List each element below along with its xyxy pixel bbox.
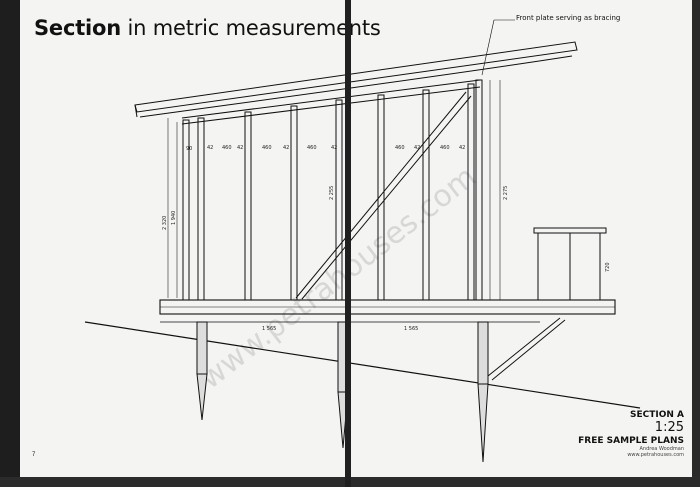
dim-height-2255: 2 255 bbox=[329, 186, 335, 200]
diagonal-brace bbox=[295, 91, 472, 300]
support-bracket bbox=[487, 317, 566, 381]
caption-free-sample: FREE SAMPLE PLANS bbox=[578, 436, 684, 446]
right-wall-lines bbox=[489, 80, 501, 300]
ground-line bbox=[84, 321, 641, 409]
dim-bay-left: 1 565 bbox=[262, 326, 276, 332]
dim-height-1940: 1 940 bbox=[171, 211, 177, 225]
caption-website: www.petrahouses.com bbox=[627, 452, 684, 458]
section-caption: SECTION A 1:25 FREE SAMPLE PLANS Andrea … bbox=[578, 410, 684, 458]
top-plate-lower bbox=[181, 86, 481, 125]
top-plate bbox=[181, 79, 481, 119]
page-left-edge bbox=[0, 0, 20, 487]
dim-rail-720: 720 bbox=[605, 262, 611, 272]
dim-42-d: 42 bbox=[331, 145, 337, 151]
front-plate-annotation: Front plate serving as bracing bbox=[516, 14, 621, 22]
page-number: 7 bbox=[32, 452, 36, 458]
dim-42-f: 42 bbox=[459, 145, 465, 151]
dim-42-b: 42 bbox=[237, 145, 243, 151]
dim-460-a: 460 bbox=[222, 145, 232, 151]
dim-460-b: 460 bbox=[262, 145, 272, 151]
page-right-edge bbox=[692, 0, 700, 487]
dim-460-c: 460 bbox=[307, 145, 317, 151]
left-dimension-lines bbox=[167, 118, 178, 298]
caption-section: SECTION A bbox=[629, 410, 684, 420]
dim-460-d: 460 bbox=[395, 145, 405, 151]
book-spine bbox=[345, 0, 351, 487]
dim-42-e: 42 bbox=[414, 145, 420, 151]
title-rest: in metric measurements bbox=[121, 16, 381, 40]
roof bbox=[134, 41, 578, 118]
dim-90: 90 bbox=[186, 146, 192, 152]
annotation-leader bbox=[481, 19, 495, 76]
caption-scale: 1:25 bbox=[654, 420, 684, 435]
dim-height-2275: 2 275 bbox=[503, 186, 509, 200]
title-bold-word: Section bbox=[34, 16, 122, 40]
dim-height-2320: 2 320 bbox=[162, 216, 168, 230]
caption-author: Andrea Woodman bbox=[639, 446, 685, 452]
dim-42-c: 42 bbox=[283, 145, 289, 151]
floor-deck bbox=[159, 299, 616, 323]
dim-42-a: 42 bbox=[207, 145, 213, 151]
page-title: Section in metric measurements bbox=[34, 16, 381, 40]
dim-460-e: 460 bbox=[440, 145, 450, 151]
railing bbox=[533, 227, 607, 300]
dim-bay-right: 1 565 bbox=[404, 326, 418, 332]
